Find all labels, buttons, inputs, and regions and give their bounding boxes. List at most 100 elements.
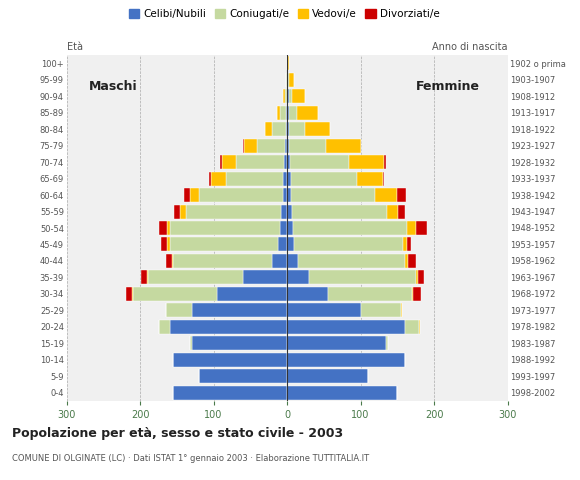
Bar (285, 122, 287, 136)
Bar (265, 122, 273, 136)
Text: Femmine: Femmine (416, 80, 480, 93)
Bar (174, 204, 180, 218)
Bar (418, 270, 424, 284)
Bar (290, 155, 349, 169)
Bar (414, 287, 421, 301)
Bar (289, 89, 292, 103)
Bar (285, 89, 287, 103)
Bar (407, 238, 411, 252)
Bar (405, 320, 419, 334)
Bar (160, 221, 166, 235)
Bar (398, 204, 405, 218)
Bar (304, 122, 331, 136)
Text: Anno di nascita: Anno di nascita (432, 42, 508, 52)
Bar (257, 139, 285, 153)
Bar (191, 336, 287, 350)
Bar (147, 270, 243, 284)
Bar (384, 155, 386, 169)
Bar (222, 155, 237, 169)
Bar (173, 254, 273, 268)
Bar (218, 287, 287, 301)
Bar (309, 270, 416, 284)
Bar (287, 336, 386, 350)
Bar (397, 188, 406, 202)
Text: Età: Età (67, 42, 83, 52)
Bar (287, 320, 405, 334)
Bar (292, 204, 387, 218)
Bar (161, 238, 168, 252)
Text: Maschi: Maschi (89, 80, 137, 93)
Bar (287, 73, 289, 87)
Bar (298, 106, 318, 120)
Bar (169, 238, 278, 252)
Bar (287, 369, 368, 383)
Bar (281, 204, 287, 218)
Bar (287, 172, 291, 186)
Bar (293, 221, 407, 235)
Bar (166, 221, 169, 235)
Bar (287, 270, 309, 284)
Text: Popolazione per età, sesso e stato civile - 2003: Popolazione per età, sesso e stato civil… (12, 427, 343, 440)
Bar (412, 287, 414, 301)
Bar (173, 385, 287, 399)
Bar (191, 303, 287, 317)
Bar (273, 254, 287, 268)
Bar (284, 89, 285, 103)
Bar (273, 122, 285, 136)
Bar (166, 303, 191, 317)
Bar (408, 254, 416, 268)
Bar (287, 139, 289, 153)
Bar (287, 303, 361, 317)
Bar (199, 188, 284, 202)
Legend: Celibi/Nubili, Coniugati/e, Vedovi/e, Divorziati/e: Celibi/Nubili, Coniugati/e, Vedovi/e, Di… (125, 5, 444, 24)
Bar (199, 369, 287, 383)
Bar (158, 320, 169, 334)
Bar (141, 270, 147, 284)
Bar (298, 254, 405, 268)
Bar (180, 204, 186, 218)
Bar (289, 139, 326, 153)
Bar (287, 238, 295, 252)
Bar (287, 287, 328, 301)
Bar (168, 238, 169, 252)
Bar (172, 254, 173, 268)
Bar (289, 106, 298, 120)
Bar (416, 221, 427, 235)
Bar (190, 336, 191, 350)
Bar (212, 172, 226, 186)
Bar (280, 221, 287, 235)
Bar (173, 353, 287, 367)
Bar (287, 122, 289, 136)
Bar (416, 270, 418, 284)
Bar (349, 155, 384, 169)
Text: COMUNE DI OLGINATE (LC) · Dati ISTAT 1° gennaio 2003 · Elaborazione TUTTITALIA.I: COMUNE DI OLGINATE (LC) · Dati ISTAT 1° … (12, 454, 369, 463)
Bar (287, 57, 289, 71)
Bar (244, 139, 257, 153)
Bar (287, 204, 292, 218)
Bar (401, 303, 403, 317)
Bar (419, 320, 420, 334)
Bar (357, 172, 383, 186)
Bar (295, 238, 403, 252)
Bar (326, 139, 361, 153)
Bar (287, 89, 289, 103)
Bar (285, 139, 287, 153)
Bar (209, 172, 212, 186)
Bar (387, 204, 398, 218)
Bar (361, 303, 401, 317)
Bar (184, 188, 190, 202)
Bar (287, 385, 397, 399)
Bar (405, 254, 408, 268)
Bar (169, 221, 280, 235)
Bar (287, 155, 290, 169)
Bar (284, 155, 287, 169)
Bar (386, 336, 388, 350)
Bar (375, 188, 397, 202)
Bar (328, 287, 412, 301)
Bar (133, 287, 218, 301)
Bar (287, 353, 405, 367)
Bar (220, 155, 222, 169)
Bar (407, 221, 416, 235)
Bar (403, 238, 407, 252)
Bar (291, 172, 357, 186)
